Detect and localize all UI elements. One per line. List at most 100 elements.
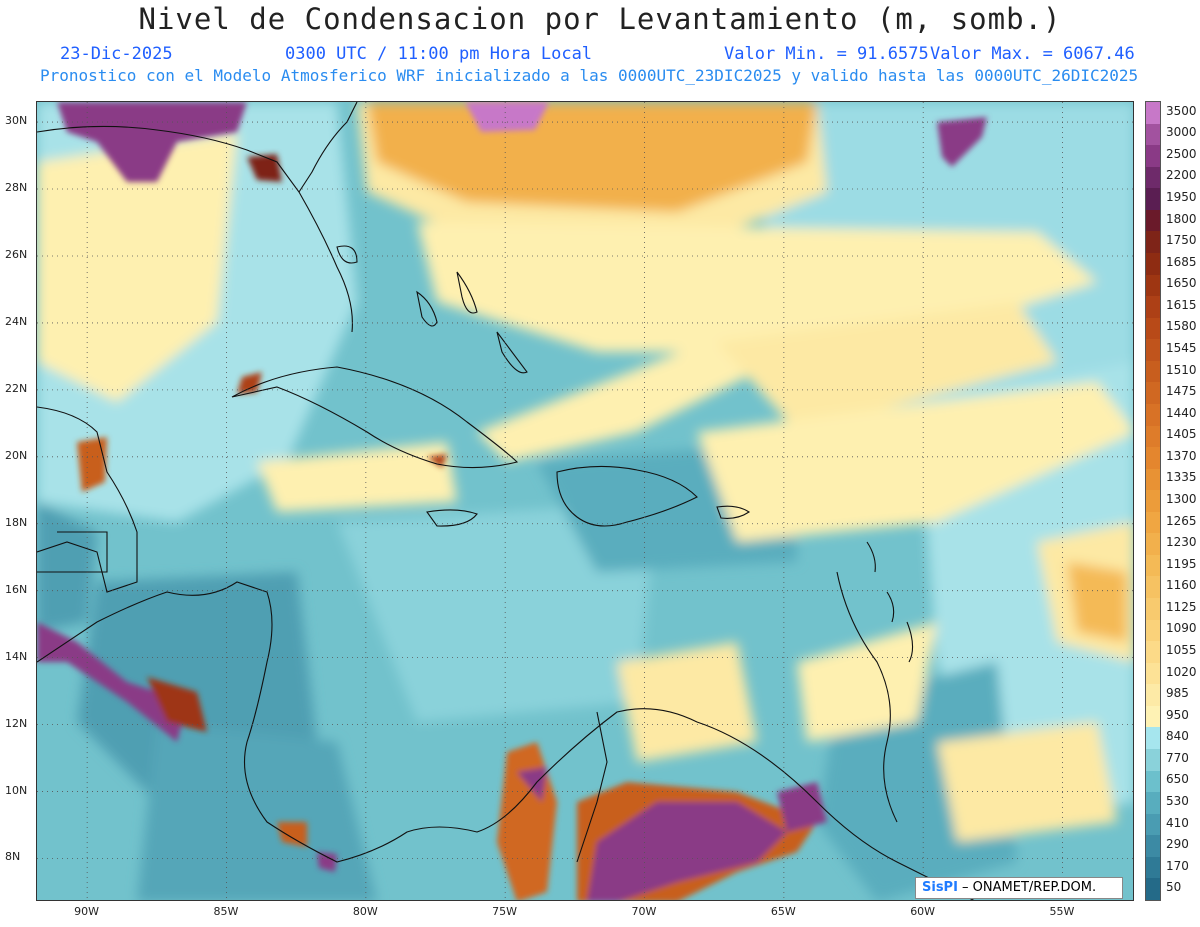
forecast-map — [36, 101, 1134, 901]
forecast-time: 0300 UTC / 11:00 pm Hora Local — [285, 44, 593, 64]
colorbar-swatch — [1146, 770, 1160, 793]
colorbar-swatch — [1146, 662, 1160, 685]
latitude-label: 26N — [5, 247, 28, 261]
latitude-label: 22N — [5, 381, 28, 395]
colorbar-swatch — [1146, 188, 1160, 211]
colorbar-swatch — [1146, 878, 1160, 901]
colorbar-level-label: 1950 — [1166, 190, 1197, 205]
longitude-label: 85W — [213, 905, 239, 918]
colorbar-swatch — [1146, 792, 1160, 815]
colorbar-swatch — [1146, 339, 1160, 362]
colorbar-level-label: 1685 — [1166, 254, 1197, 269]
colorbar-swatch — [1146, 425, 1160, 448]
longitude-label: 60W — [910, 905, 936, 918]
colorbar-level-label: 1230 — [1166, 535, 1197, 550]
latitude-label: 12N — [5, 716, 28, 730]
longitude-label: 80W — [352, 905, 378, 918]
colorbar-swatch — [1146, 145, 1160, 168]
colorbar-swatch — [1146, 490, 1160, 513]
colorbar-level-label: 985 — [1166, 686, 1189, 701]
colorbar-swatch — [1146, 554, 1160, 577]
colorbar-level-label: 1195 — [1166, 556, 1197, 571]
colorbar-level-label: 530 — [1166, 793, 1189, 808]
latitude-label: 10N — [5, 783, 28, 797]
latitude-label: 30N — [5, 114, 28, 128]
longitude-label: 75W — [492, 905, 518, 918]
colorbar-level-label: 1545 — [1166, 341, 1197, 356]
colorbar-level-label: 1300 — [1166, 492, 1197, 506]
colorbar-swatch — [1146, 166, 1160, 189]
colorbar-level-label: 50 — [1166, 880, 1182, 895]
colorbar-swatch — [1146, 813, 1160, 836]
colorbar-level-label: 1615 — [1166, 297, 1197, 312]
colorbar-swatch — [1146, 382, 1160, 405]
colorbar-level-label: 1370 — [1166, 448, 1197, 463]
colorbar-level-label: 1335 — [1166, 470, 1197, 485]
colorbar-level-label: 1405 — [1166, 427, 1197, 442]
colorbar-swatch — [1146, 102, 1160, 125]
colorbar-swatch — [1146, 252, 1160, 276]
colorbar-level-label: 1510 — [1166, 362, 1197, 377]
colorbar-level-label: 1160 — [1166, 578, 1197, 593]
latitude-label: 24N — [5, 314, 28, 328]
colorbar-swatch — [1146, 209, 1160, 232]
colorbar-level-label: 1265 — [1166, 513, 1197, 528]
colorbar-level-label: 1750 — [1166, 233, 1197, 248]
colorbar-swatch — [1146, 447, 1160, 470]
colorbar — [1145, 101, 1161, 901]
colorbar-level-label: 1650 — [1166, 276, 1197, 291]
model-info: Pronostico con el Modelo Atmosferico WRF… — [40, 66, 1139, 85]
colorbar-swatch — [1146, 641, 1160, 664]
map-title: Nivel de Condensacion por Levantamiento … — [138, 2, 1062, 36]
colorbar-swatch — [1146, 317, 1160, 340]
colorbar-level-label: 3500 — [1166, 103, 1197, 118]
map-canvas — [37, 102, 1133, 900]
credit-box: SisPI – ONAMET/REP.DOM. — [915, 877, 1123, 899]
colorbar-level-label: 1475 — [1166, 384, 1197, 399]
longitude-label: 55W — [1049, 905, 1075, 918]
colorbar-level-label: 1055 — [1166, 642, 1197, 657]
colorbar-level-label: 1580 — [1166, 319, 1197, 334]
colorbar-level-label: 950 — [1166, 707, 1189, 722]
colorbar-level-label: 3000 — [1166, 125, 1197, 140]
colorbar-swatch — [1146, 533, 1160, 556]
colorbar-level-label: 1090 — [1166, 621, 1197, 636]
colorbar-swatch — [1146, 598, 1160, 621]
colorbar-swatch — [1146, 511, 1160, 534]
colorbar-level-label: 290 — [1166, 837, 1189, 852]
forecast-date: 23-Dic-2025 — [60, 44, 173, 64]
colorbar-level-label: 1440 — [1166, 405, 1197, 420]
longitude-label: 70W — [631, 905, 657, 918]
colorbar-level-label: 1125 — [1166, 599, 1197, 614]
latitude-label: 16N — [5, 582, 28, 596]
credit-text: – ONAMET/REP.DOM. — [957, 880, 1097, 895]
colorbar-level-label: 2200 — [1166, 168, 1197, 183]
colorbar-swatch — [1146, 856, 1160, 879]
colorbar-swatch — [1146, 274, 1160, 297]
colorbar-level-label: 1800 — [1166, 211, 1197, 226]
colorbar-swatch — [1146, 123, 1160, 146]
colorbar-level-label: 770 — [1166, 750, 1189, 765]
colorbar-swatch — [1146, 403, 1160, 426]
max-value: Valor Max. = 6067.46 — [930, 44, 1135, 64]
colorbar-level-label: 650 — [1166, 772, 1189, 787]
colorbar-level-label: 170 — [1166, 858, 1189, 873]
sispi-logo: SisPI — [922, 880, 958, 895]
colorbar-level-label: 1020 — [1166, 664, 1197, 679]
colorbar-swatch — [1146, 296, 1160, 319]
latitude-label: 14N — [5, 649, 28, 663]
graticule — [37, 102, 1133, 900]
colorbar-swatch — [1146, 231, 1160, 254]
colorbar-swatch — [1146, 749, 1160, 772]
latitude-label: 20N — [5, 448, 28, 462]
colorbar-swatch — [1146, 468, 1160, 491]
colorbar-swatch — [1146, 684, 1160, 707]
longitude-label: 65W — [770, 905, 796, 918]
colorbar-level-label: 840 — [1166, 729, 1189, 744]
colorbar-swatch — [1146, 619, 1160, 642]
colorbar-swatch — [1146, 705, 1160, 728]
colorbar-level-label: 2500 — [1166, 146, 1197, 161]
lcl-shading — [37, 102, 1133, 900]
coastlines — [37, 102, 975, 900]
longitude-label: 90W — [74, 905, 100, 918]
